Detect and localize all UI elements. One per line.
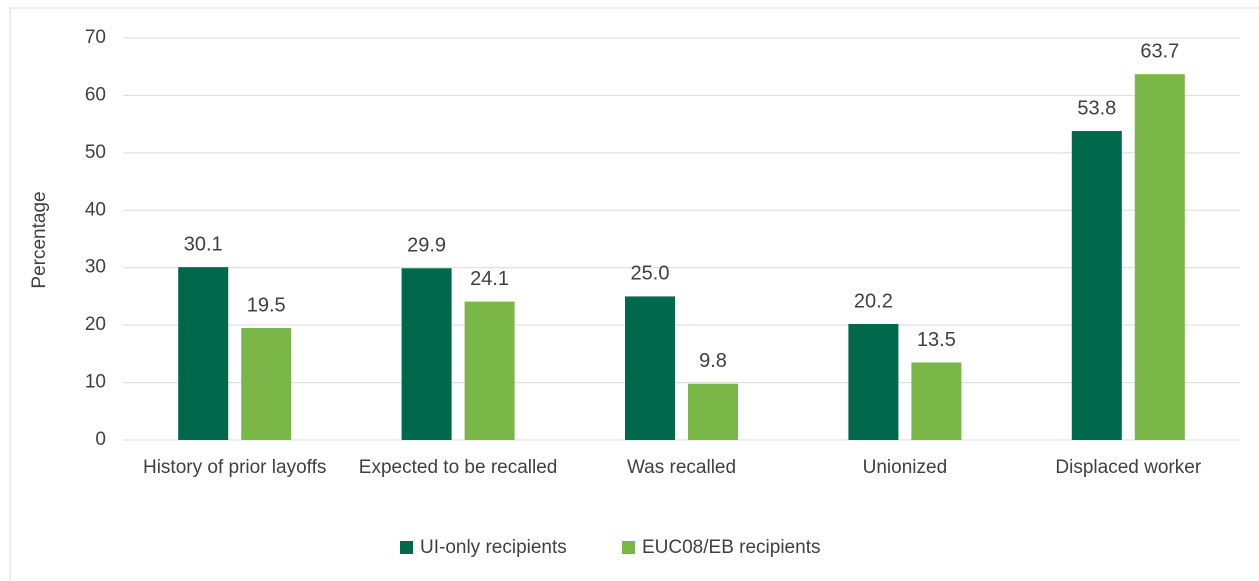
data-label: 9.8 [699, 350, 727, 372]
chart-border [9, 7, 1259, 581]
bar [464, 301, 515, 440]
x-tick-label: Displaced worker [1055, 457, 1202, 478]
bar [911, 362, 962, 440]
y-tick-label: 10 [85, 372, 106, 393]
y-tick-label: 50 [85, 142, 106, 163]
bar [401, 268, 452, 440]
bar [625, 296, 675, 440]
data-label: 20.2 [854, 290, 893, 312]
data-label: 19.5 [247, 294, 286, 316]
data-label: 24.1 [470, 268, 509, 290]
y-tick-label: 60 [85, 84, 106, 105]
y-axis-label: Percentage [29, 191, 50, 288]
bar [1134, 74, 1185, 441]
bar [848, 323, 899, 440]
y-tick-label: 20 [85, 314, 106, 335]
x-tick-label: History of prior layoffs [142, 457, 327, 478]
data-label: 63.7 [1140, 40, 1179, 62]
data-label: 13.5 [917, 329, 956, 351]
y-tick-label: 70 [85, 27, 106, 48]
bar [178, 267, 229, 440]
bar [241, 328, 292, 440]
bar [1071, 131, 1122, 440]
x-tick-label: Expected to be recalled [358, 457, 558, 478]
legend-swatch [400, 541, 413, 554]
y-tick-label: 0 [95, 429, 106, 450]
x-tick-label: Unionized [862, 457, 948, 478]
data-label: 53.8 [1077, 97, 1116, 119]
y-tick-label: 30 [85, 257, 106, 278]
y-tick-label: 40 [85, 199, 106, 220]
data-label: 29.9 [407, 235, 446, 257]
legend-label: UI-only recipients [420, 537, 567, 558]
data-label: 25.0 [631, 263, 670, 285]
legend-swatch [622, 541, 635, 554]
x-tick-label: Was recalled [626, 457, 737, 478]
data-label: 30.1 [184, 233, 223, 255]
legend-label: EUC08/EB recipients [642, 537, 820, 558]
bar [688, 383, 738, 440]
